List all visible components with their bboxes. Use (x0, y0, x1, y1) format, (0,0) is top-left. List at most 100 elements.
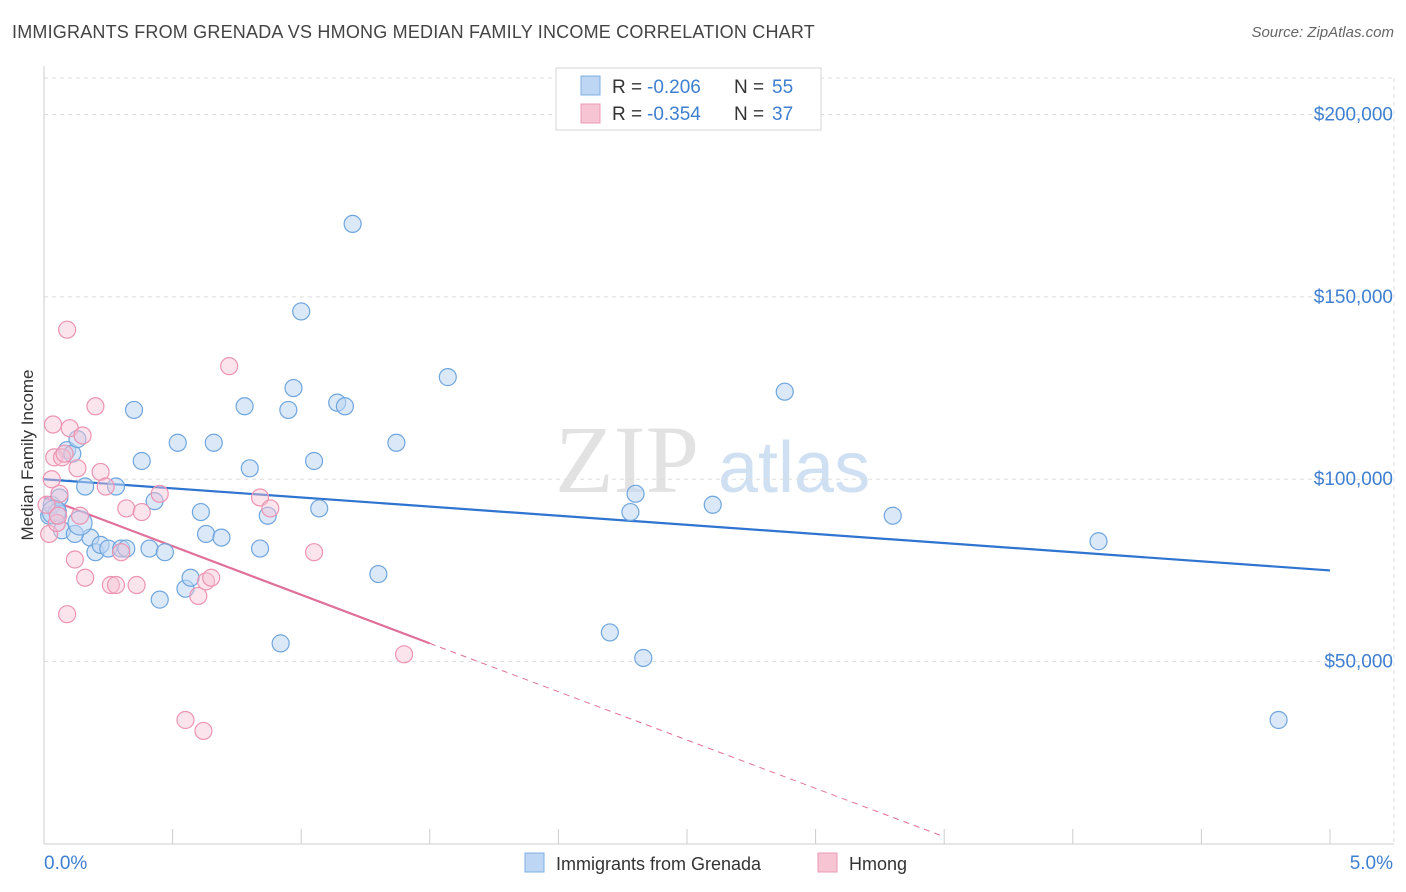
point-s0-40 (335, 397, 355, 416)
y-tick-label-1: $100,000 (1314, 469, 1393, 490)
point-s0-8 (76, 477, 95, 496)
trend-lines (43, 478, 1331, 838)
point-s0-42 (369, 564, 388, 584)
y-tick-label-3: $200,000 (1314, 104, 1393, 125)
trend-line-s1 (43, 496, 431, 645)
series-legend: Immigrants from Grenada Hmong (524, 852, 907, 874)
point-s0-25 (191, 502, 210, 522)
bottom-legend-label-grenada: Immigrants from Grenada (556, 854, 762, 874)
legend-n-value-2: 37 (772, 104, 793, 125)
point-s0-18 (140, 539, 159, 558)
point-s0-22 (168, 433, 187, 452)
chart-title: IMMIGRANTS FROM GRENADA VS HMONG MEDIAN … (12, 22, 815, 42)
watermark-zip: ZIP (555, 406, 699, 513)
point-s1-3 (43, 415, 63, 434)
legend-r-value-2: -0.354 (647, 104, 701, 125)
point-s0-13 (106, 477, 126, 496)
point-s1-10 (58, 605, 77, 624)
point-s1-7 (50, 484, 69, 503)
point-s1-5 (47, 513, 66, 533)
point-s1-4 (45, 448, 64, 467)
legend-n-label-1: N = (734, 77, 764, 98)
point-s1-25 (132, 502, 151, 522)
point-s0-27 (204, 433, 223, 452)
bottom-legend-label-hmong: Hmong (849, 854, 907, 874)
point-s1-0 (37, 495, 56, 514)
bottom-legend-swatch-pink (817, 852, 838, 873)
y-axis-label: Median Family Income (18, 369, 37, 540)
point-s0-17 (132, 451, 151, 471)
point-s1-28 (189, 586, 208, 606)
point-s0-51 (883, 506, 902, 525)
point-s1-9 (55, 444, 74, 463)
point-s1-37 (58, 320, 77, 339)
x-tick-label-min: 0.0% (44, 853, 87, 874)
point-s0-47 (626, 484, 645, 503)
point-s1-35 (304, 543, 324, 562)
axes (43, 66, 1394, 845)
point-s0-33 (271, 634, 290, 653)
point-s0-46 (621, 502, 640, 522)
legend-swatch-blue (580, 75, 601, 96)
x-tick-labels: 0.0% 5.0% (44, 853, 1393, 874)
point-s1-32 (220, 357, 239, 376)
point-s0-53 (1269, 710, 1288, 730)
point-s0-34 (279, 400, 298, 420)
point-s0-32 (258, 506, 277, 525)
point-s0-31 (250, 539, 270, 558)
point-s1-26 (150, 484, 169, 503)
point-s0-44 (438, 368, 457, 387)
point-s0-30 (240, 459, 259, 478)
legend-r-value-1: -0.206 (647, 77, 701, 98)
point-s0-37 (304, 451, 324, 471)
point-s1-23 (117, 499, 136, 518)
point-s1-13 (68, 459, 87, 478)
point-s1-36 (394, 645, 414, 664)
legend-r-label-2: R = (612, 104, 642, 125)
point-s1-21 (106, 575, 126, 595)
point-s1-2 (42, 470, 61, 489)
point-s1-34 (261, 499, 280, 518)
point-s0-35 (284, 378, 303, 398)
point-s1-16 (76, 568, 95, 587)
point-large-s0-1 (67, 510, 93, 536)
legend-r-label-1: R = (612, 77, 642, 98)
x-tick-label-max: 5.0% (1350, 853, 1393, 874)
point-s0-29 (235, 397, 254, 416)
legend-swatch-pink (580, 103, 601, 124)
point-s1-15 (73, 426, 92, 445)
legend-n-label-2: N = (734, 104, 764, 125)
watermark-atlas: atlas (718, 428, 870, 508)
point-s1-14 (70, 506, 90, 525)
point-s1-29 (194, 721, 213, 741)
legend-n-value-1: 55 (772, 77, 793, 98)
point-s0-49 (703, 495, 722, 514)
point-s0-48 (634, 648, 653, 668)
point-s0-24 (181, 568, 200, 587)
point-s0-36 (292, 302, 311, 321)
point-s0-16 (124, 400, 144, 420)
point-s1-19 (96, 477, 115, 496)
stats-legend: R = -0.206 N = 55 R = -0.354 N = 37 (555, 67, 822, 131)
point-s0-38 (310, 499, 329, 518)
point-s1-27 (176, 710, 195, 730)
trend-line-s0 (43, 478, 1331, 572)
y-tick-labels: $50,000 $100,000 $150,000 $200,000 (1314, 104, 1393, 672)
point-s0-41 (343, 214, 362, 234)
point-s0-45 (600, 623, 619, 642)
point-s0-50 (775, 382, 794, 401)
y-tick-label-0: $50,000 (1324, 652, 1393, 673)
point-s0-20 (150, 590, 169, 609)
point-s1-20 (101, 575, 120, 595)
bottom-legend-swatch-blue (524, 852, 545, 873)
point-s1-31 (202, 568, 221, 587)
y-tick-label-2: $150,000 (1314, 287, 1393, 308)
data-points (37, 214, 1288, 741)
point-s0-26 (196, 524, 216, 544)
point-s0-21 (155, 543, 174, 562)
point-s0-43 (387, 433, 406, 452)
point-s1-6 (49, 506, 68, 525)
point-s1-12 (65, 550, 84, 569)
point-s0-52 (1089, 532, 1108, 551)
